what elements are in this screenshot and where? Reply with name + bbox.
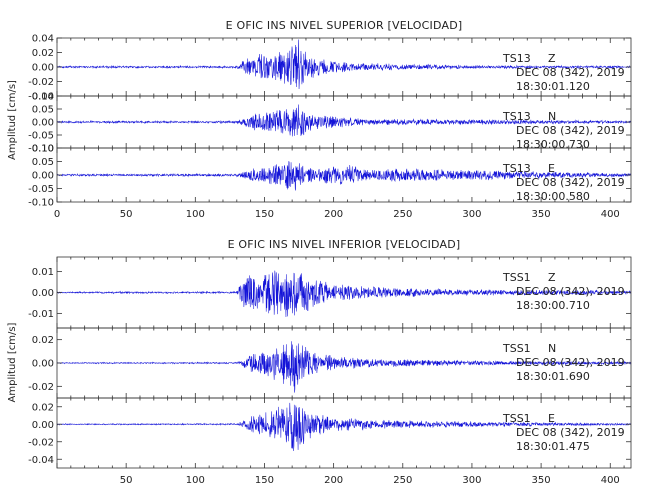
x-tick-label: 400 [601,209,620,220]
x-tick-label: 250 [393,475,412,486]
x-tick-label: 150 [255,209,274,220]
y-tick-label: 0.02 [32,335,54,346]
x-tick-label: 150 [255,475,274,486]
panel-frame [56,397,632,469]
station-label: TSS1 [502,412,531,425]
x-tick-label: 350 [532,209,551,220]
station-label: TS13 [502,110,531,123]
x-tick-label: 400 [601,475,620,486]
x-tick-label: 50 [120,475,133,486]
x-tick-label: 250 [393,209,412,220]
y-tick-label: -0.02 [28,437,54,448]
y-tick-label: 0.04 [32,34,54,45]
y-tick-label: 0.02 [32,48,54,59]
component-label: E [548,162,555,175]
y-tick-label: 0.00 [32,171,54,182]
y-tick-label: 0.00 [32,420,54,431]
waveform-trace [56,39,632,89]
time-label: 18:30:00.710 [516,299,590,312]
y-tick-label: 0.10 [32,92,54,103]
x-tick-label: 200 [324,475,343,486]
component-label: E [548,412,555,425]
time-label: 18:30:01.475 [516,440,590,453]
y-tick-label: -0.02 [28,77,54,88]
x-tick-label: 100 [186,209,205,220]
time-label: 18:30:00.580 [516,190,590,203]
y-tick-label: -0.04 [28,92,54,103]
station-label: TSS1 [502,271,531,284]
waveform-trace [56,270,632,318]
component-label: Z [548,271,556,284]
x-tick-label: 0 [54,209,60,220]
y-tick-label: -0.05 [28,131,54,142]
y-tick-label: 0.00 [32,288,54,299]
x-tick-label: 300 [462,475,481,486]
component-label: Z [548,52,556,65]
date-label: DEC 08 (342), 2019 [516,124,625,137]
date-label: DEC 08 (342), 2019 [516,285,625,298]
date-label: DEC 08 (342), 2019 [516,176,625,189]
x-tick-label: 200 [324,209,343,220]
y-axis-label: Amplitud [cm/s] [7,322,18,402]
station-label: TS13 [502,162,531,175]
y-tick-label: -0.01 [28,309,54,320]
waveform-trace [56,104,632,137]
waveform-trace [56,160,632,191]
y-tick-label: 0.00 [32,118,54,129]
waveform-trace [56,402,632,451]
station-label: TS13 [502,52,531,65]
date-label: DEC 08 (342), 2019 [516,66,625,79]
time-label: 18:30:01.690 [516,370,590,383]
y-tick-label: 0.05 [32,105,54,116]
x-tick-label: 100 [186,475,205,486]
x-tick-label: 300 [462,209,481,220]
chart-title: E OFIC INS NIVEL SUPERIOR [VELOCIDAD] [226,19,463,32]
y-tick-label: 0.01 [32,267,54,278]
component-label: N [548,342,556,355]
date-label: DEC 08 (342), 2019 [516,426,625,439]
date-label: DEC 08 (342), 2019 [516,356,625,369]
time-label: 18:30:01.120 [516,80,590,93]
y-tick-label: -0.05 [28,184,54,195]
x-tick-label: 350 [532,475,551,486]
y-tick-label: 0.10 [32,144,54,155]
chart-title: E OFIC INS NIVEL INFERIOR [VELOCIDAD] [228,238,461,251]
y-tick-label: 0.00 [32,63,54,74]
waveform-trace [56,341,632,393]
y-axis-label: Amplitud [cm/s] [7,80,18,160]
y-tick-label: 0.00 [32,359,54,370]
y-tick-label: -0.10 [28,198,54,209]
component-label: N [548,110,556,123]
x-tick-label: 50 [120,209,133,220]
station-label: TSS1 [502,342,531,355]
y-tick-label: -0.10 [28,144,54,155]
y-tick-label: -0.02 [28,382,54,393]
y-tick-label: 0.02 [32,402,54,413]
y-tick-label: 0.05 [32,157,54,168]
y-tick-label: -0.04 [28,455,54,466]
